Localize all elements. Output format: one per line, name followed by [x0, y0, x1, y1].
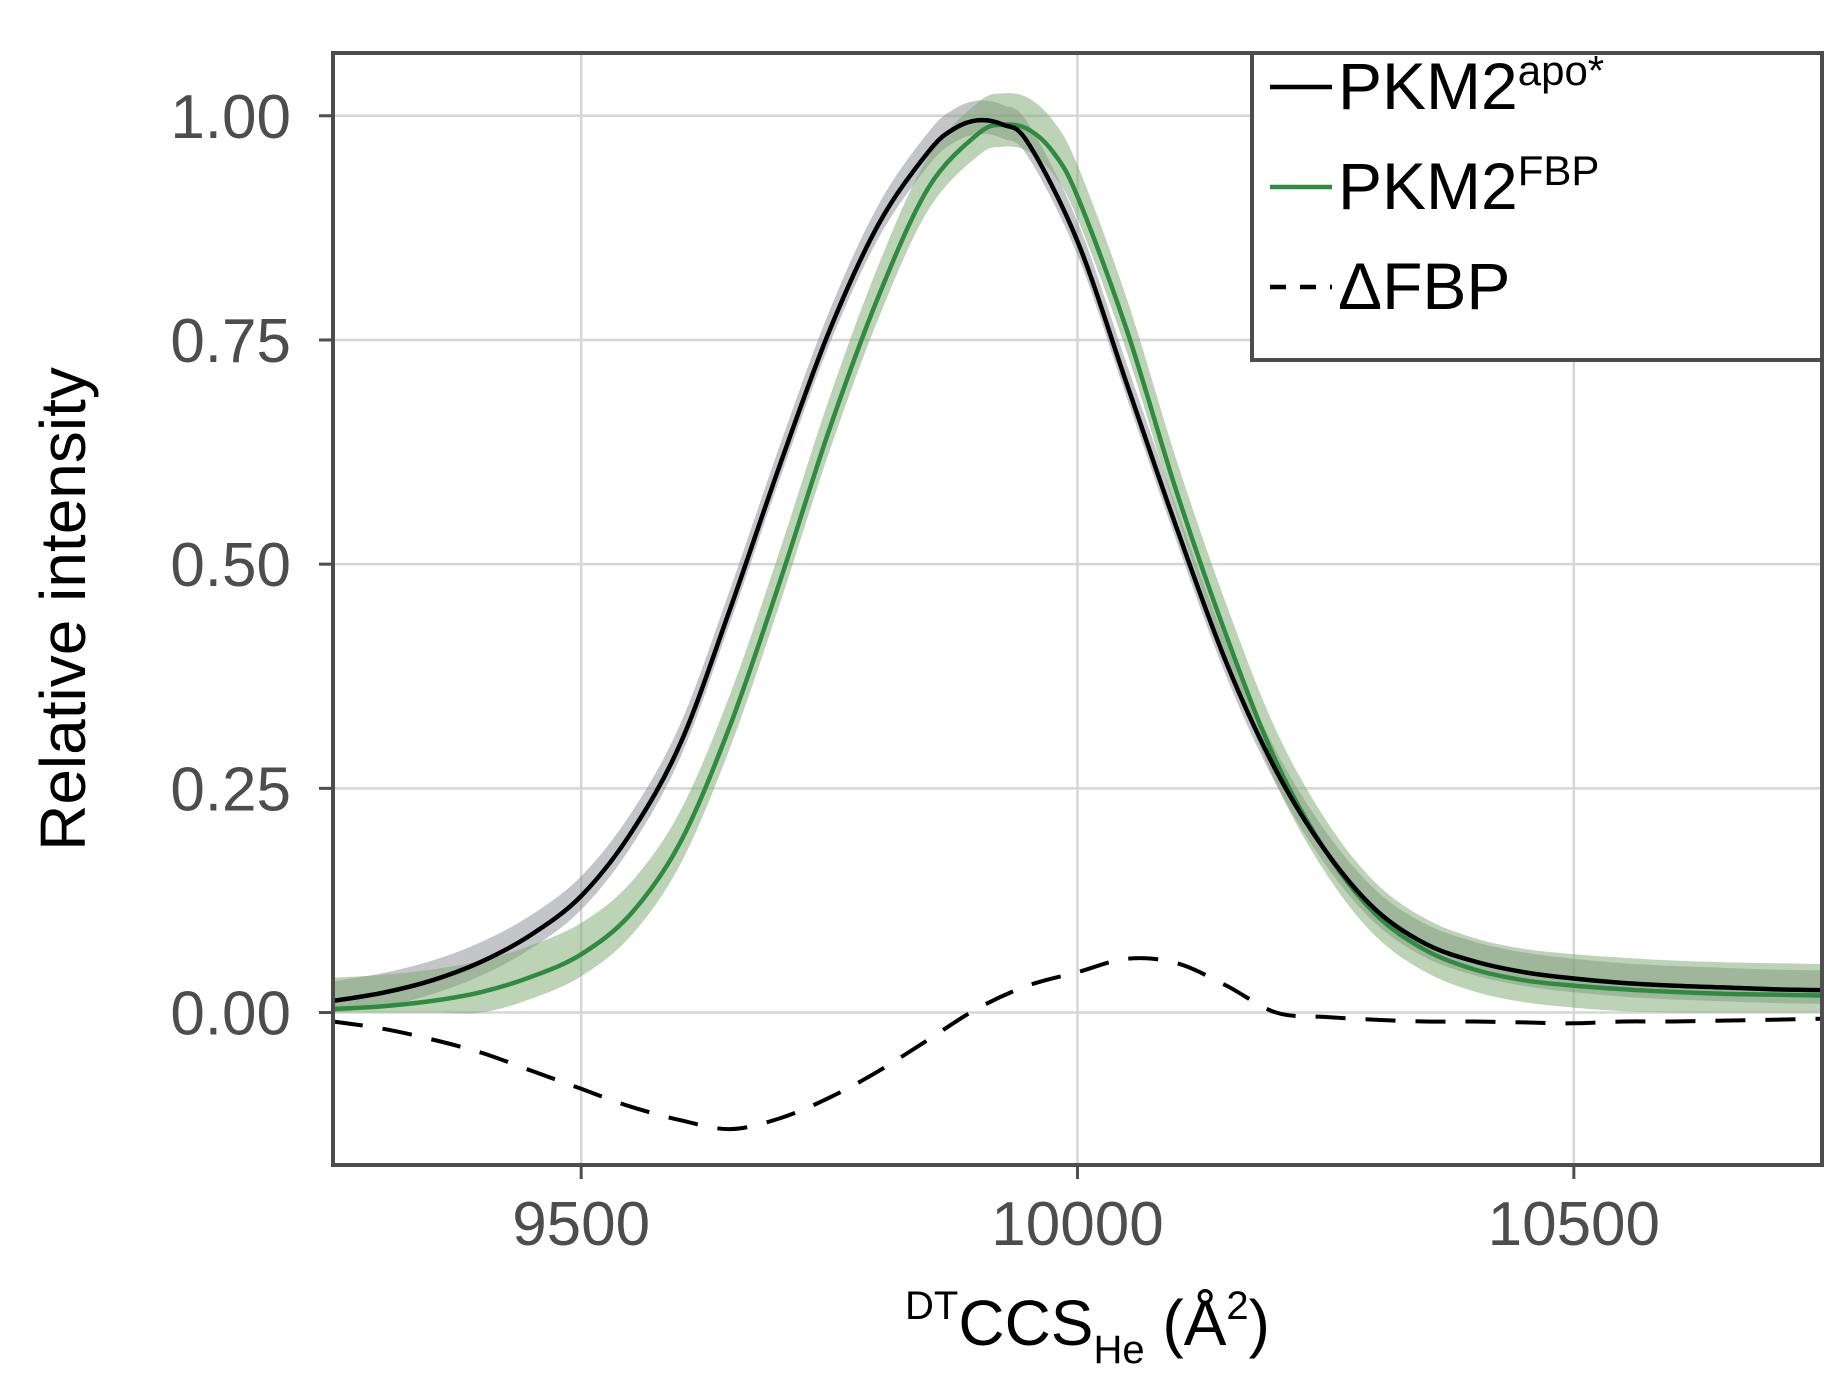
- series-lines: [332, 117, 1823, 1132]
- y-tick-label: 0.25: [170, 755, 291, 824]
- ticks: [319, 114, 1576, 1179]
- x-tick-label: 10500: [1488, 1190, 1660, 1259]
- pkm2-apo-line: [332, 117, 1823, 1004]
- legend-label-pkm2-fbp: PKM2FBP: [1338, 147, 1599, 223]
- x-axis-title-prefix: DT: [905, 1284, 958, 1328]
- legend-label-pkm2-apo-sup: apo*: [1518, 47, 1604, 94]
- y-axis-title: Relative intensity: [27, 367, 99, 851]
- pkm2-fbp-line: [332, 122, 1823, 1012]
- tick-labels: 9500 10000 10500 0.00 0.25 0.50 0.75 1.00: [170, 83, 1660, 1259]
- y-tick-label: 0.50: [170, 531, 291, 600]
- legend: PKM2apo* PKM2FBP ΔFBP: [1250, 47, 1824, 362]
- y-tick-label: 0.00: [170, 980, 291, 1049]
- y-tick-label: 1.00: [170, 83, 291, 152]
- legend-label-pkm2-fbp-sup: FBP: [1518, 147, 1600, 194]
- x-axis-title-unit-close: ): [1249, 1287, 1270, 1359]
- x-tick-label: 10000: [991, 1190, 1163, 1259]
- x-axis-title-sub: He: [1093, 1328, 1144, 1372]
- x-axis-title-main: CCS: [958, 1287, 1093, 1359]
- x-axis-title-unit-sup: 2: [1226, 1284, 1248, 1328]
- legend-label-pkm2-apo: PKM2apo*: [1338, 47, 1604, 123]
- legend-label-delta-fbp: ΔFBP: [1338, 249, 1510, 323]
- legend-box: [1250, 51, 1824, 362]
- legend-label-pkm2-fbp-name: PKM2: [1338, 149, 1518, 223]
- x-tick-label: 9500: [512, 1190, 650, 1259]
- x-axis-title-unit: (Å: [1145, 1287, 1227, 1359]
- legend-label-pkm2-apo-name: PKM2: [1338, 49, 1518, 123]
- x-axis-title: DTCCSHe (Å2): [905, 1284, 1270, 1372]
- y-tick-label: 0.75: [170, 307, 291, 376]
- delta-fbp-line: [332, 956, 1823, 1132]
